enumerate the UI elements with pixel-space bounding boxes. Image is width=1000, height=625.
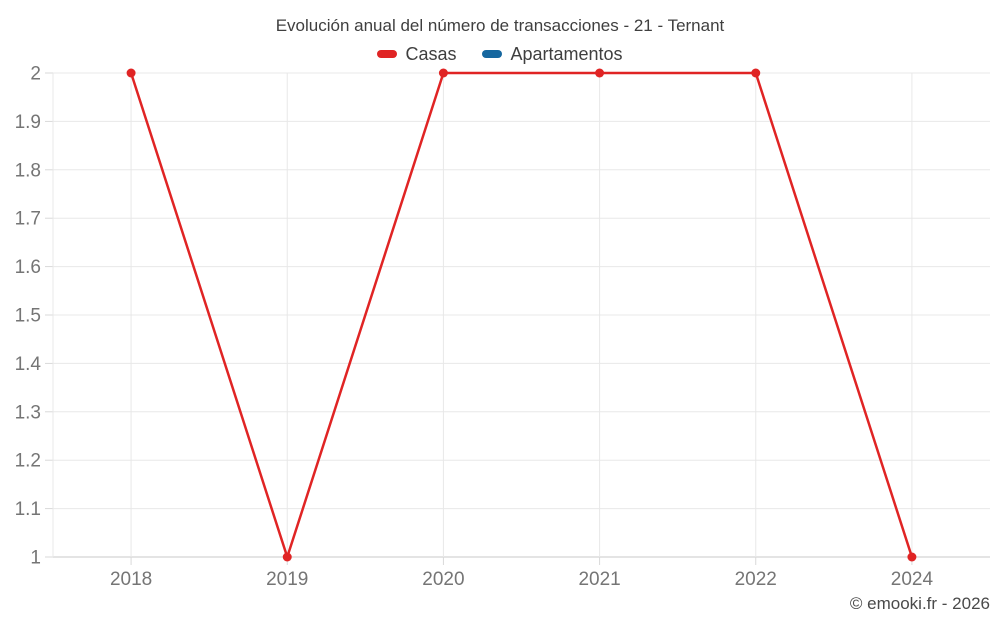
y-axis-tick-label: 1.8 [15,160,41,181]
series-line-casas [129,71,914,559]
y-axis-tick-label: 1.7 [15,209,41,230]
legend-item-casas[interactable]: Casas [377,44,456,65]
y-axis-tick-label: 2 [30,64,41,85]
x-axis-tick-label: 2018 [110,569,152,590]
y-axis-tick-label: 1 [30,548,41,569]
casas-series-swatch-icon [377,50,398,58]
x-axis-tick-label: 2022 [735,569,777,590]
y-axis-tick-label: 1.2 [15,451,41,472]
x-axis-tick-label: 2024 [891,569,934,590]
copyright-footer: © emooki.fr - 2026 [849,594,990,613]
apartamentos-series-swatch-icon [482,50,503,58]
x-axis-tick-label: 2019 [266,569,308,590]
y-axis-tick-label: 1.1 [15,499,41,520]
chart-title: Evolución anual del número de transaccio… [275,16,725,35]
data-point-marker[interactable] [126,68,136,78]
y-axis-tick-label: 1.5 [15,306,41,327]
y-axis-tick-label: 1.3 [15,402,41,423]
y-axis-tick-label: 1.6 [15,257,41,278]
data-point-marker[interactable] [751,68,761,78]
x-axis-tick-label: 2020 [422,569,464,590]
data-point-marker[interactable] [438,68,448,78]
legend-item-apartamentos[interactable]: Apartamentos [482,43,623,65]
legend: Casas Apartamentos [0,43,1000,65]
data-point-marker[interactable] [907,552,917,562]
legend-label-casas: Casas [405,43,457,64]
y-axis-tick-label: 1.9 [15,112,41,133]
data-point-marker[interactable] [282,552,292,562]
x-axis-tick-label: 2021 [578,569,620,590]
legend-label-apartamentos: Apartamentos [510,43,623,64]
y-axis-tick-label: 1.4 [15,354,42,375]
data-point-marker[interactable] [595,68,605,78]
